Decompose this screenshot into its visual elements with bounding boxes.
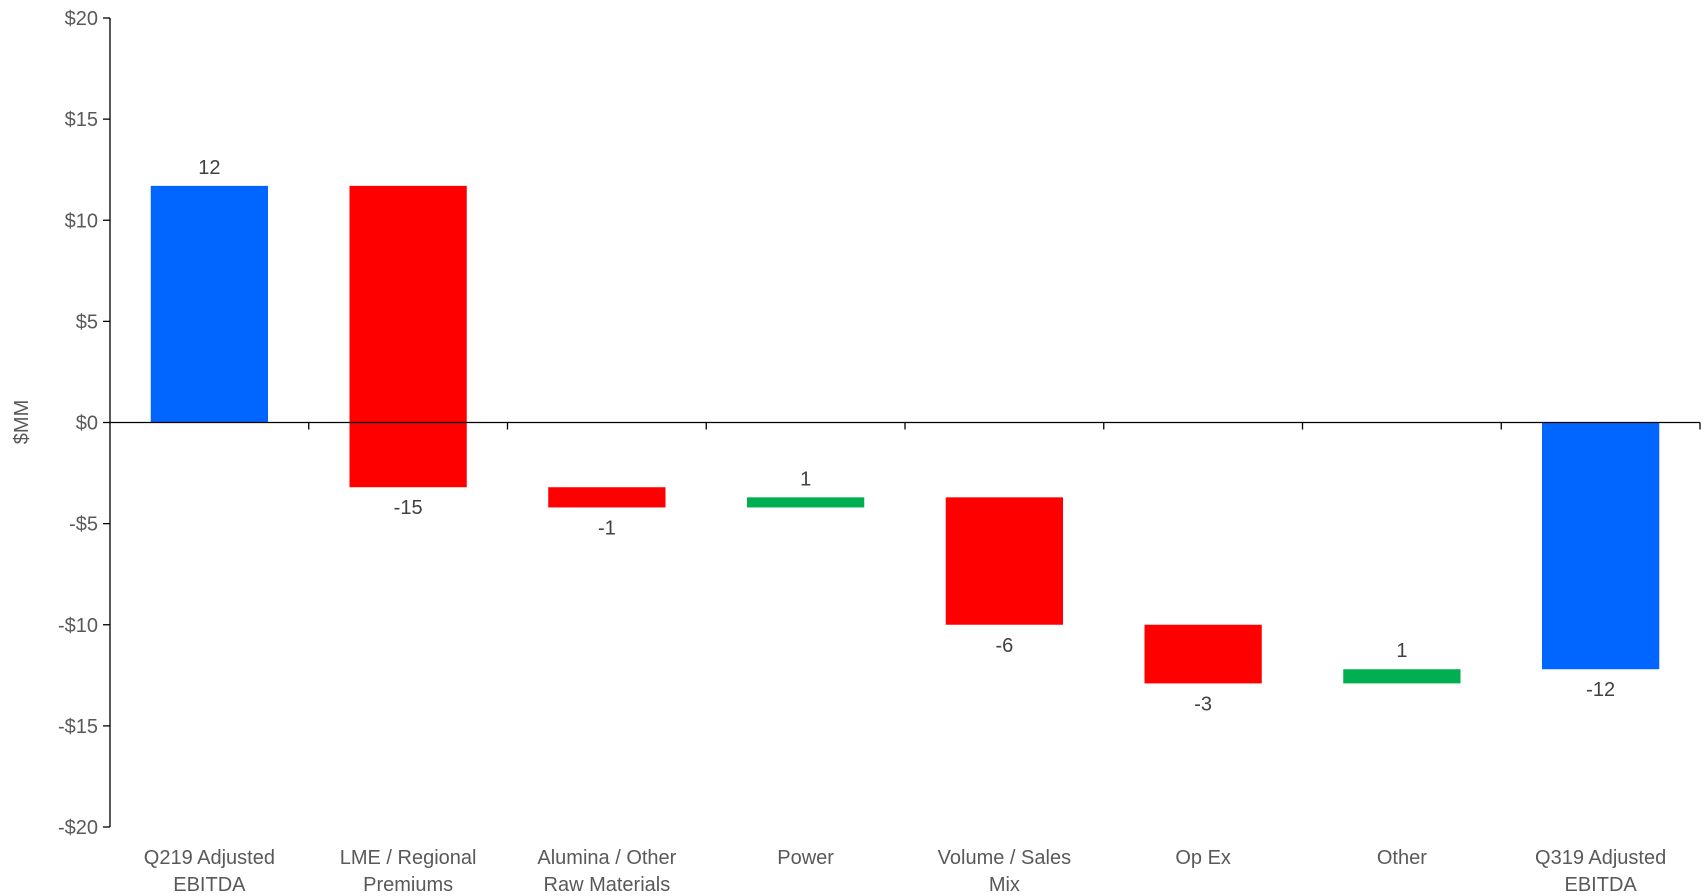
bar-decrease — [945, 497, 1064, 625]
y-tick-label: $10 — [65, 210, 98, 232]
bars-group — [150, 185, 1660, 684]
y-tick-label: $5 — [76, 311, 98, 333]
bar-total — [150, 185, 269, 423]
category-labels-group: Q219 Adjusted EBITDA LME / Regional Premium… — [144, 847, 1666, 896]
y-axis-title: $MM — [11, 400, 33, 444]
x-category-label: Volume / Sales Mix — [938, 847, 1071, 896]
data-labels-group: 12 -15 -1 1 -6 -3 1 -12 — [198, 157, 1615, 716]
bar-decrease — [349, 185, 467, 488]
data-label: -6 — [995, 635, 1013, 657]
x-category-label: Alumina / Other Raw Materials — [537, 847, 676, 896]
bar-total — [1541, 422, 1660, 670]
bar-decrease — [1144, 624, 1262, 684]
x-category-label: Op Ex — [1175, 847, 1231, 869]
y-tick-label: -$20 — [58, 817, 98, 839]
y-tick-label: $0 — [76, 413, 98, 435]
data-label: -15 — [394, 497, 423, 519]
x-axis — [110, 421, 1701, 430]
x-category-label: Q219 Adjusted EBITDA — [144, 847, 275, 896]
y-tick-label: -$10 — [58, 615, 98, 637]
y-tick-label: -$5 — [69, 514, 98, 536]
data-label: 1 — [1396, 640, 1407, 662]
y-tick-label: $20 — [65, 8, 98, 30]
data-label: -12 — [1586, 679, 1615, 701]
y-axis: $20 $15 $10 $5 $0 -$5 -$10 -$15 -$20 — [58, 8, 111, 839]
x-category-label: Other — [1377, 847, 1427, 869]
data-label: -3 — [1194, 693, 1212, 715]
bar-increase — [746, 497, 865, 508]
bar-decrease — [548, 487, 666, 508]
data-label: 1 — [800, 468, 811, 490]
bar-increase — [1343, 669, 1461, 684]
x-category-label: LME / Regional Premiums — [340, 847, 477, 896]
data-label: 12 — [198, 157, 220, 179]
x-category-label: Power — [777, 847, 834, 869]
data-label: -1 — [598, 517, 616, 539]
x-category-label: Q319 Adjusted EBITDA — [1535, 847, 1666, 896]
y-tick-label: -$15 — [58, 716, 98, 738]
y-tick-label: $15 — [65, 109, 98, 131]
